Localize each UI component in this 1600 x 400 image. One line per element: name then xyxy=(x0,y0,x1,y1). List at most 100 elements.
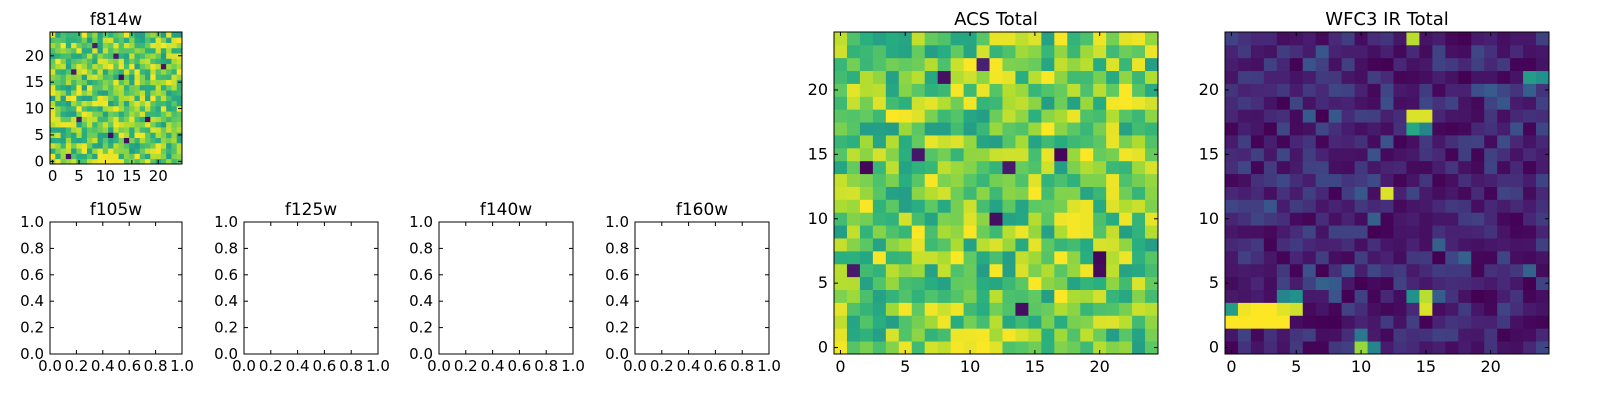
heatmap-cell xyxy=(134,42,141,49)
heatmap-cell xyxy=(872,173,887,187)
heatmap-cell xyxy=(859,315,874,329)
heatmap-cell xyxy=(92,158,98,165)
heatmap-cell xyxy=(60,53,67,59)
heatmap-cell xyxy=(1041,83,1055,97)
heatmap-cell xyxy=(145,142,151,149)
heatmap-cell xyxy=(1367,135,1381,149)
heatmap-cell xyxy=(1536,186,1550,200)
heatmap-cell xyxy=(86,79,93,86)
heatmap-cell xyxy=(92,132,98,138)
heatmap-cell xyxy=(1250,44,1265,59)
heatmap-cell xyxy=(1093,289,1107,303)
heatmap-cell xyxy=(1276,32,1291,46)
heatmap-cell xyxy=(950,302,964,316)
heatmap-cell xyxy=(1458,57,1472,72)
heatmap-cell xyxy=(872,315,887,329)
heatmap-cell xyxy=(50,111,56,117)
heatmap-cell xyxy=(1419,83,1433,97)
heatmap-cell xyxy=(1354,250,1368,265)
heatmap-cell xyxy=(885,341,900,355)
heatmap-cell xyxy=(1237,147,1252,162)
heatmap-cell xyxy=(1341,276,1355,290)
heatmap-cell xyxy=(1145,32,1159,46)
heatmap-cell xyxy=(139,90,146,96)
heatmap-cell xyxy=(1510,96,1524,110)
heatmap-cell xyxy=(1445,199,1459,213)
heatmap-cell xyxy=(97,90,104,96)
x-tick-label: 10 xyxy=(960,357,980,376)
heatmap-cell xyxy=(911,186,926,200)
heatmap-cell xyxy=(1054,302,1068,316)
heatmap-cell xyxy=(113,37,120,43)
heatmap-cell xyxy=(1132,109,1146,123)
heatmap-cell xyxy=(1002,109,1016,123)
heatmap-cell xyxy=(108,37,114,43)
heatmap-cell xyxy=(1132,147,1146,162)
heatmap-cell xyxy=(1132,263,1146,278)
heatmap-cell xyxy=(155,100,162,107)
heatmap-cell xyxy=(834,186,848,200)
heatmap-cell xyxy=(924,83,939,97)
heatmap-cell xyxy=(1237,44,1252,59)
heatmap-cell xyxy=(1237,96,1252,110)
heatmap-cell xyxy=(1510,32,1524,46)
heatmap-cell xyxy=(1093,225,1107,239)
heatmap-cell xyxy=(166,100,172,107)
heatmap-cell xyxy=(859,70,874,84)
heatmap-cell xyxy=(976,173,990,187)
heatmap-cell xyxy=(1250,135,1265,149)
heatmap-cell xyxy=(1393,225,1407,239)
heatmap-cell xyxy=(81,100,88,107)
heatmap-cell xyxy=(176,47,183,54)
heatmap-cell xyxy=(911,122,926,136)
heatmap-cell xyxy=(1471,160,1485,175)
heatmap-cell xyxy=(1523,96,1537,110)
heatmap-cell xyxy=(150,58,156,65)
heatmap-cell xyxy=(898,160,913,175)
heatmap-cell xyxy=(150,111,156,117)
heatmap-cell xyxy=(885,328,900,342)
heatmap-cell xyxy=(1341,302,1355,316)
heatmap-cell xyxy=(1145,263,1159,278)
heatmap-cell xyxy=(118,53,125,59)
heatmap-cell xyxy=(1458,160,1472,175)
heatmap-cell xyxy=(834,96,848,110)
heatmap-cell xyxy=(1002,225,1016,239)
heatmap-cell xyxy=(950,263,964,278)
heatmap-cell xyxy=(898,315,913,329)
heatmap-cell xyxy=(155,74,162,80)
heatmap-cell xyxy=(950,238,964,252)
heatmap-cell xyxy=(1225,32,1239,46)
heatmap-cell xyxy=(1289,186,1304,200)
heatmap-cell xyxy=(1067,250,1081,265)
heatmap-cell xyxy=(171,137,178,144)
heatmap-cell xyxy=(1497,147,1511,162)
heatmap-cell xyxy=(1276,250,1291,265)
heatmap-cell xyxy=(171,148,178,154)
heatmap-cell xyxy=(166,111,172,117)
heatmap-cell xyxy=(1225,57,1239,72)
heatmap-cell xyxy=(1225,212,1239,226)
heatmap-cell xyxy=(129,84,135,91)
heatmap-cell xyxy=(976,238,990,252)
heatmap-cell xyxy=(1445,263,1459,278)
heatmap-cell xyxy=(81,158,88,165)
heatmap-cell xyxy=(1471,122,1485,136)
heatmap-cell xyxy=(176,42,183,49)
heatmap-cell xyxy=(76,95,83,102)
heatmap-cell xyxy=(134,153,141,160)
heatmap-cell xyxy=(1354,122,1368,136)
heatmap-cell xyxy=(859,147,874,162)
heatmap-cell xyxy=(129,74,135,80)
heatmap-cell xyxy=(1497,70,1511,84)
heatmap-cell xyxy=(1145,57,1159,72)
heatmap-cell xyxy=(65,132,72,138)
heatmap-cell xyxy=(71,111,77,117)
heatmap-cell xyxy=(1225,96,1239,110)
heatmap-cell xyxy=(1315,173,1330,187)
heatmap-cell xyxy=(166,90,172,96)
heatmap-cell xyxy=(1523,44,1537,59)
heatmap-cell xyxy=(1380,32,1394,46)
heatmap-cell xyxy=(1132,250,1146,265)
